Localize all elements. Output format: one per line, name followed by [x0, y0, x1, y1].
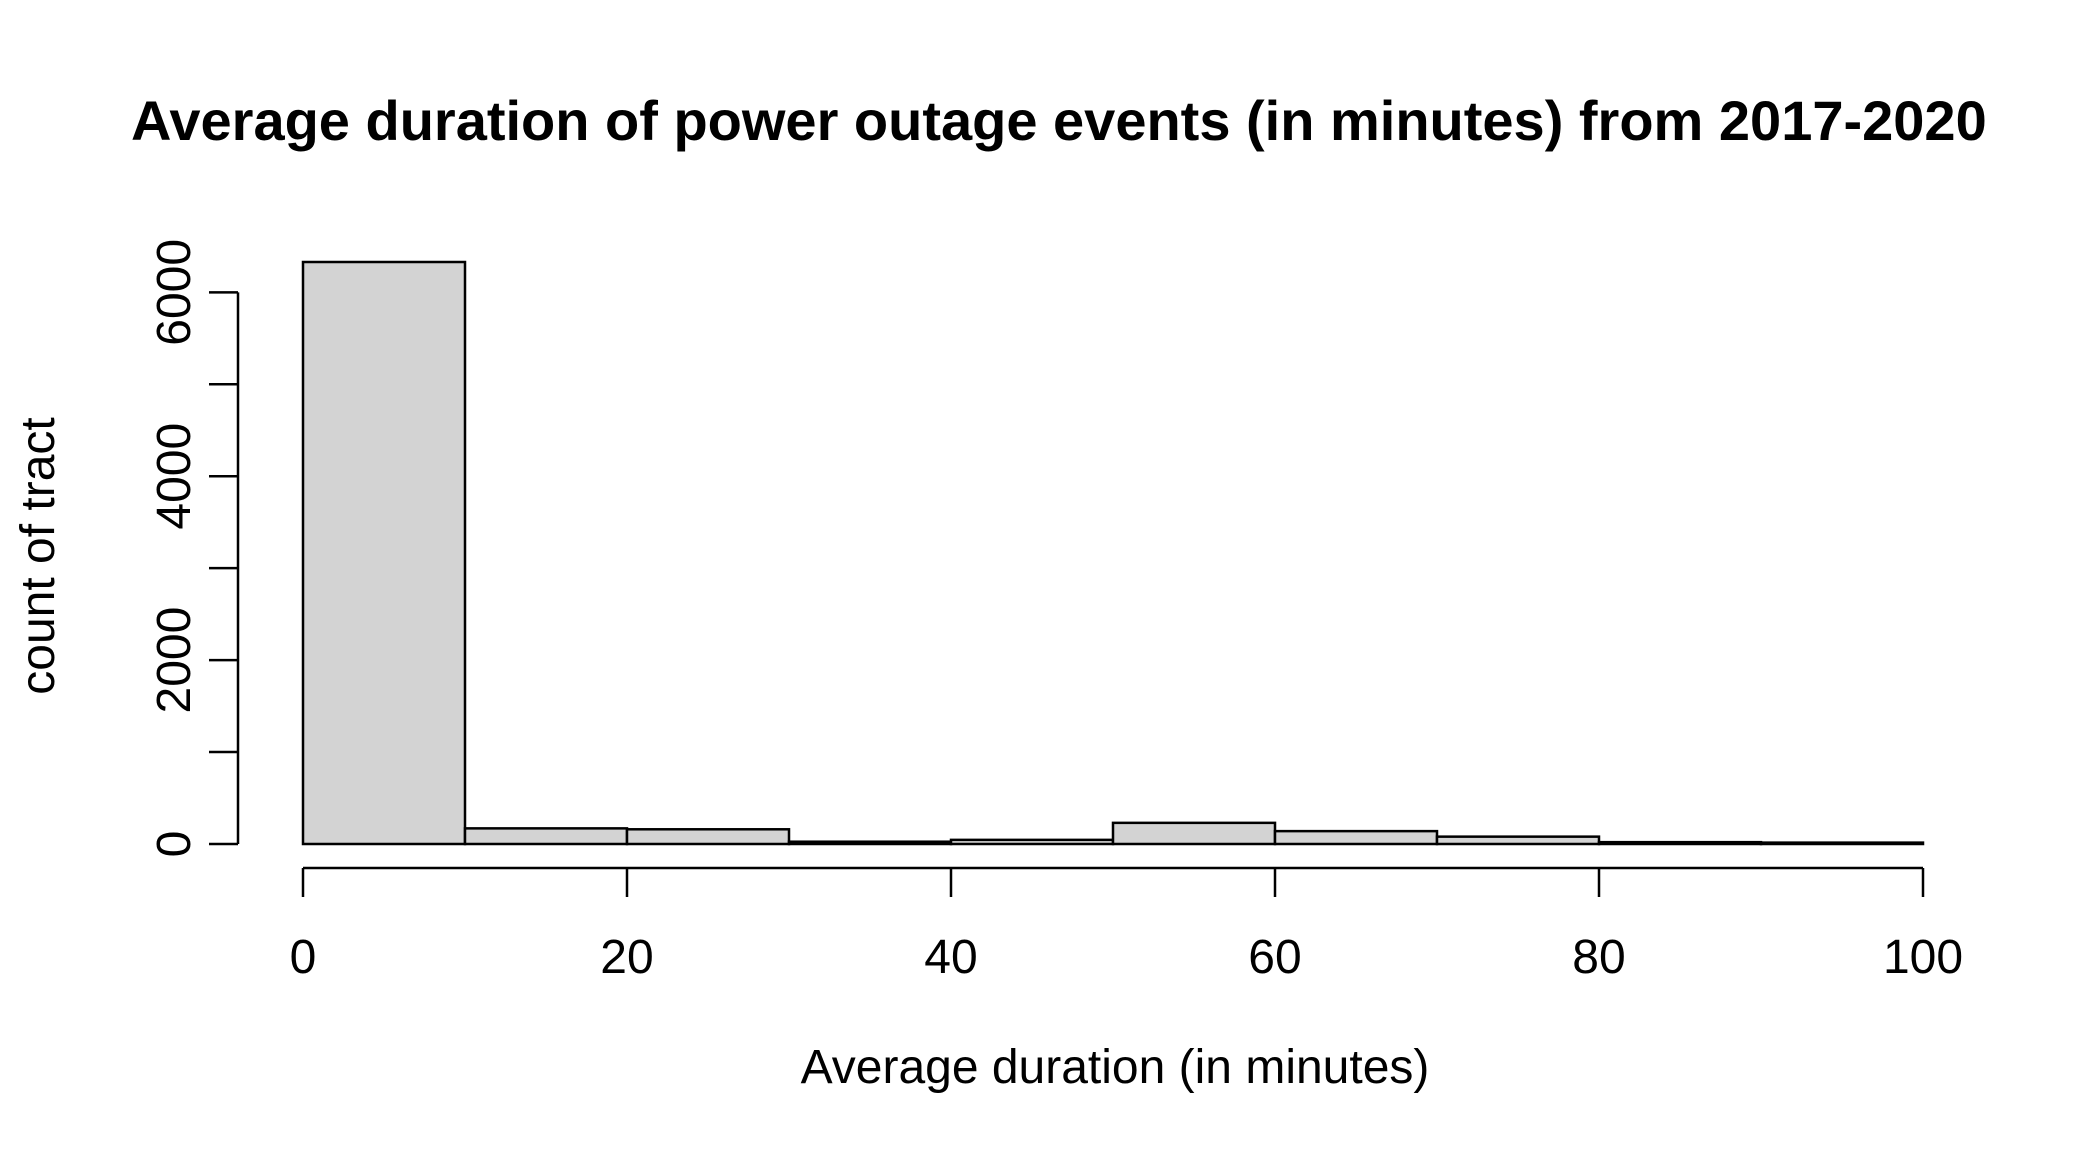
x-tick-label: 60: [1248, 931, 1301, 984]
chart-title: Average duration of power outage events …: [131, 89, 1987, 152]
histogram-bar: [949, 838, 1115, 846]
x-tick-label: 100: [1883, 931, 1963, 984]
bars-group: [301, 260, 1925, 846]
x-tick-label: 40: [924, 931, 977, 984]
y-tick-label: 4000: [148, 423, 201, 530]
y-tick-label: 6000: [148, 239, 201, 346]
y-axis-label: count of tract: [12, 417, 65, 694]
x-axis-label: Average duration (in minutes): [801, 1041, 1430, 1094]
x-tick-label: 0: [290, 931, 317, 984]
histogram-bar: [1273, 829, 1439, 846]
y-axis: 0 2000 4000 6000: [148, 239, 240, 858]
histogram-bar: [1759, 841, 1925, 846]
histogram-bar: [787, 840, 953, 846]
histogram-bar: [1597, 840, 1763, 846]
x-tick-label: 80: [1572, 931, 1625, 984]
histogram-bar: [1111, 821, 1277, 846]
y-tick-label: 0: [148, 831, 201, 858]
histogram-bar: [625, 828, 791, 846]
y-tick-label: 2000: [148, 607, 201, 714]
histogram-bar: [301, 260, 467, 846]
x-axis: 0 20 40 60 80 100: [290, 866, 1963, 984]
histogram-bar: [463, 827, 629, 846]
x-tick-label: 20: [600, 931, 653, 984]
histogram-bar: [1435, 835, 1601, 846]
